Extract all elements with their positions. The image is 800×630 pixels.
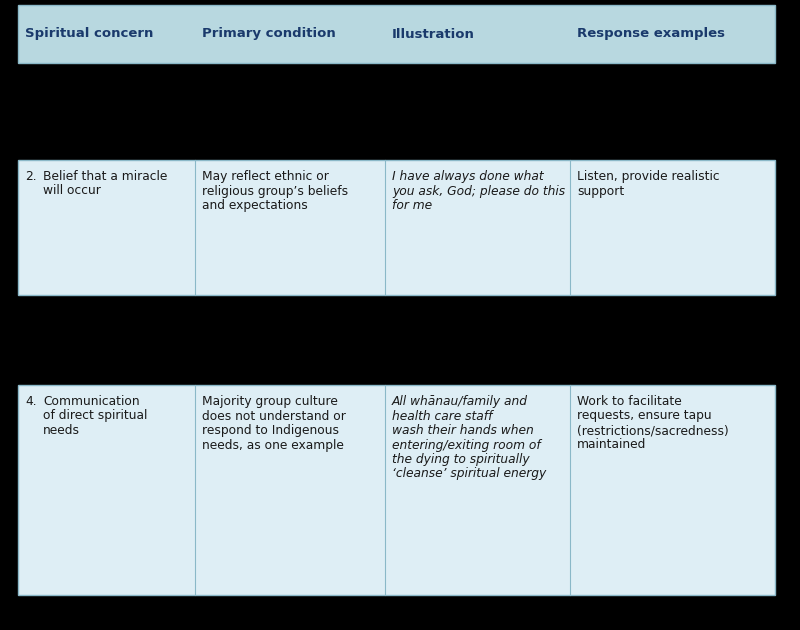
Bar: [18, 5, 775, 63]
Text: respond to Indigenous: respond to Indigenous: [202, 424, 339, 437]
Text: needs, as one example: needs, as one example: [202, 438, 344, 452]
Bar: [18, 385, 775, 595]
Text: of direct spiritual: of direct spiritual: [43, 410, 147, 423]
Bar: [18, 160, 775, 295]
Text: needs: needs: [43, 424, 80, 437]
Text: wash their hands when: wash their hands when: [392, 424, 534, 437]
Text: Majority group culture: Majority group culture: [202, 395, 338, 408]
Text: I have always done what: I have always done what: [392, 170, 544, 183]
Text: 2.: 2.: [25, 170, 37, 183]
Text: requests, ensure tapu: requests, ensure tapu: [577, 410, 712, 423]
Text: the dying to spiritually: the dying to spiritually: [392, 453, 530, 466]
Text: May reflect ethnic or: May reflect ethnic or: [202, 170, 329, 183]
Text: Primary condition: Primary condition: [202, 28, 336, 40]
Text: (restrictions/sacredness): (restrictions/sacredness): [577, 424, 729, 437]
Text: for me: for me: [392, 199, 432, 212]
Text: Spiritual concern: Spiritual concern: [25, 28, 154, 40]
Text: Communication: Communication: [43, 395, 140, 408]
Text: Illustration: Illustration: [392, 28, 475, 40]
Text: Belief that a miracle: Belief that a miracle: [43, 170, 167, 183]
Text: All whānau/family and: All whānau/family and: [392, 395, 528, 408]
Text: health care staff: health care staff: [392, 410, 493, 423]
Text: maintained: maintained: [577, 438, 646, 452]
Text: Work to facilitate: Work to facilitate: [577, 395, 682, 408]
Text: you ask, God; please do this: you ask, God; please do this: [392, 185, 565, 197]
Text: and expectations: and expectations: [202, 199, 308, 212]
Text: support: support: [577, 185, 624, 197]
Text: 4.: 4.: [25, 395, 37, 408]
Text: entering/exiting room of: entering/exiting room of: [392, 438, 541, 452]
Text: does not understand or: does not understand or: [202, 410, 346, 423]
Text: ‘cleanse’ spiritual energy: ‘cleanse’ spiritual energy: [392, 467, 546, 481]
Text: will occur: will occur: [43, 185, 101, 197]
Text: religious group’s beliefs: religious group’s beliefs: [202, 185, 348, 197]
Text: Response examples: Response examples: [577, 28, 725, 40]
Text: Listen, provide realistic: Listen, provide realistic: [577, 170, 720, 183]
